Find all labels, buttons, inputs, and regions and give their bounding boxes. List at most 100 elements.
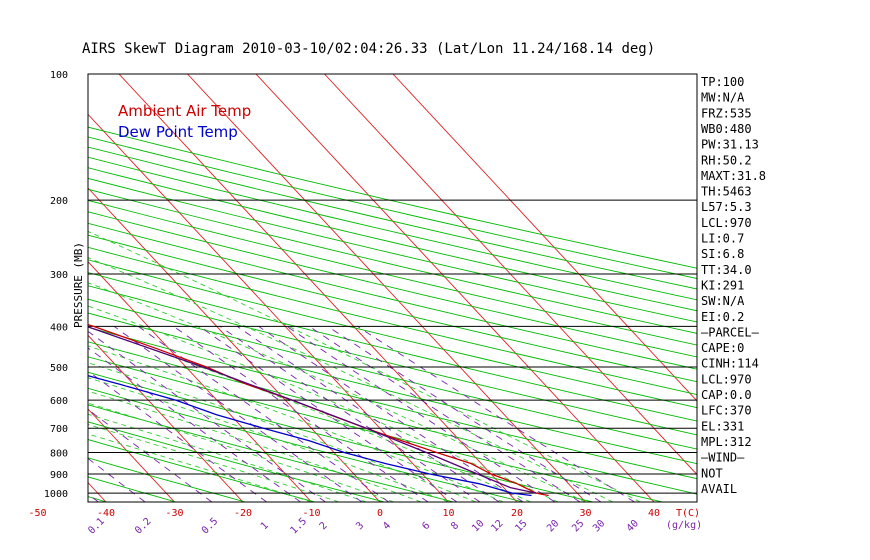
isotherm-line <box>118 74 518 502</box>
moist-adiabat-line <box>88 230 641 502</box>
pressure-tick-label: 800 <box>50 449 68 460</box>
mixing-ratio-label: 12 <box>489 518 505 534</box>
mixing-ratio-label: 0.2 <box>133 516 154 537</box>
moist-adiabat-line <box>88 326 531 502</box>
isotherm-line <box>88 408 175 502</box>
isobar-lines <box>88 199 697 494</box>
legend-dew-point-temp: Dew Point Temp <box>118 123 238 141</box>
dry-adiabat-line <box>88 326 697 480</box>
stability-index: CAPE:0 <box>701 341 744 355</box>
pressure-tick-label: 200 <box>50 196 68 207</box>
dry-adiabat-line <box>88 312 697 465</box>
mixing-ratio-label: 40 <box>625 518 641 534</box>
isotherm-line <box>88 113 449 502</box>
mixing-ratio-line <box>137 325 390 502</box>
pressure-tick-label: 600 <box>50 396 68 407</box>
stability-index: —WIND— <box>701 451 745 465</box>
dry-adiabat-line <box>88 387 524 502</box>
y-axis-label: PRESSURE (MB) <box>72 242 85 328</box>
pressure-tick-label: 900 <box>50 470 68 481</box>
mixing-ratio-line <box>113 325 363 502</box>
dry-adiabat-line <box>88 234 697 383</box>
moist-adiabat-line <box>88 402 394 502</box>
dry-adiabat-line <box>88 341 697 495</box>
dry-adiabat-line <box>88 156 697 301</box>
dry-adiabat-line <box>88 404 455 502</box>
mixing-ratio-label: 1 <box>259 520 271 532</box>
bottom-temp-tick-label: -40 <box>97 508 115 519</box>
moist-adiabat-line <box>88 345 504 502</box>
dry-adiabat-line <box>88 211 697 358</box>
pressure-tick-label: 300 <box>50 270 68 281</box>
parcel-profile-line <box>88 326 537 494</box>
dry-adiabat-line <box>88 177 697 323</box>
bottom-temp-tick-label: 30 <box>579 508 591 519</box>
temp-unit-label: T(C) <box>676 508 700 519</box>
mixing-ratio-line <box>219 325 481 502</box>
stability-index: SI:6.8 <box>701 247 744 261</box>
mixing-ratio-unit-label: (g/kg) <box>666 520 702 531</box>
mixing-ratio-label: 4 <box>381 520 393 532</box>
mixing-ratio-label: 30 <box>591 518 607 534</box>
stability-index: KI:291 <box>701 278 744 292</box>
bottom-temp-tick-label: -20 <box>234 508 252 519</box>
mixing-ratio-label: 0.1 <box>86 516 107 537</box>
pressure-tick-label: 100 <box>50 70 68 81</box>
stability-index: RH:50.2 <box>701 153 752 167</box>
mixing-ratio-lines <box>88 325 635 502</box>
pressure-tick-label: 700 <box>50 424 68 435</box>
stability-index: TP:100 <box>701 75 744 89</box>
mixing-ratio-label: 0.5 <box>200 516 221 537</box>
dry-adiabat-line <box>88 272 697 422</box>
stability-index: MAXT:31.8 <box>701 169 766 183</box>
dry-adiabat-line <box>88 356 663 502</box>
dry-adiabat-line <box>88 285 697 436</box>
stability-index: CAP:0.0 <box>701 388 752 402</box>
stability-index: TH:5463 <box>701 185 752 199</box>
dry-adiabat-lines <box>88 126 697 502</box>
moist-adiabat-lines <box>88 230 641 502</box>
dry-adiabat-line <box>88 126 697 269</box>
stability-index: LFC:370 <box>701 404 752 418</box>
temperature-profile-line <box>88 323 549 497</box>
mixing-ratio-label: 20 <box>545 518 561 534</box>
moist-adiabat-line <box>88 433 312 502</box>
isotherm-lines <box>88 74 697 502</box>
moist-adiabat-line <box>88 362 477 502</box>
dry-adiabat-line <box>88 167 697 312</box>
mixing-ratio-label: 10 <box>470 518 486 534</box>
dry-adiabat-line <box>88 199 697 346</box>
dry-adiabat-line <box>88 371 593 502</box>
legend-ambient-air-temp: Ambient Air Temp <box>118 102 251 120</box>
mixing-ratio-line <box>199 325 458 502</box>
moist-adiabat-line <box>88 257 614 502</box>
stability-index: WB0:480 <box>701 122 752 136</box>
pressure-tick-label: 500 <box>50 363 68 374</box>
bottom-temp-tick-label: 20 <box>511 508 523 519</box>
dewpoint-profile-line <box>88 375 532 497</box>
stability-index: MW:N/A <box>701 91 745 105</box>
isotherm-line <box>255 74 655 502</box>
dry-adiabat-line <box>88 136 697 279</box>
stability-index: MPL:312 <box>701 435 752 449</box>
moist-adiabat-line <box>88 377 449 502</box>
mixing-ratio-line <box>88 330 326 502</box>
isotherm-line <box>88 261 312 502</box>
legend: Ambient Air Temp Dew Point Temp <box>118 102 251 141</box>
stability-index: LI:0.7 <box>701 232 744 246</box>
stability-index: EL:331 <box>701 419 744 433</box>
mixing-ratio-label: 6 <box>420 520 432 532</box>
dry-adiabat-line <box>88 259 697 409</box>
stability-index: SW:N/A <box>701 294 745 308</box>
dry-adiabat-line <box>88 457 246 502</box>
plot-frame <box>87 73 698 503</box>
stability-index: L57:5.3 <box>701 200 752 214</box>
mixing-ratio-line <box>236 325 500 502</box>
pressure-tick-label: 400 <box>50 322 68 333</box>
dry-adiabat-line <box>88 246 697 395</box>
mixing-ratio-label: 3 <box>354 520 366 532</box>
stability-index: FRZ:535 <box>701 106 752 120</box>
